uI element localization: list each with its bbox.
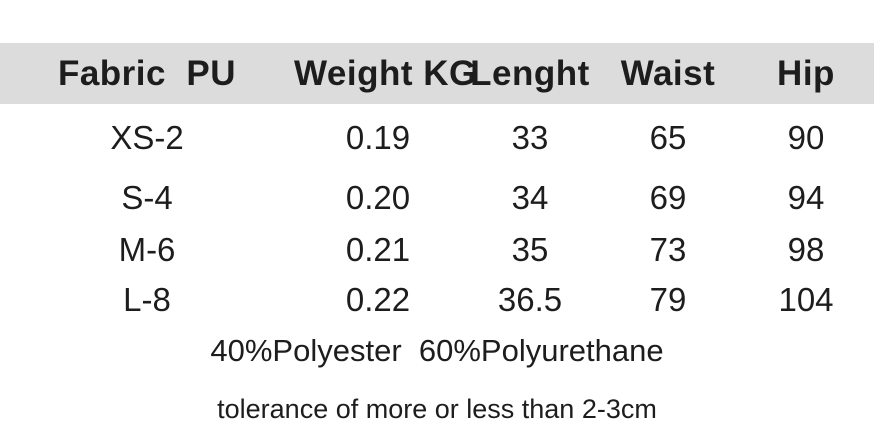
length-cell: 35 bbox=[511, 231, 549, 268]
hip-cell: 104 bbox=[778, 281, 834, 318]
weight-cell: 0.22 bbox=[345, 281, 411, 318]
fabric-composition-note: 40%Polyester 60%Polyurethane bbox=[210, 333, 664, 368]
size-cell: S-4 bbox=[121, 179, 173, 216]
length-cell: 33 bbox=[511, 119, 549, 156]
header-cell-hip: Hip bbox=[777, 53, 835, 93]
size-table: Fabric PU Weight KG Lenght Waist Hip XS-… bbox=[0, 43, 874, 324]
header-cell-length: Lenght bbox=[470, 53, 590, 93]
waist-cell: 65 bbox=[649, 119, 687, 156]
header-cell-waist: Waist bbox=[620, 53, 716, 93]
tolerance-note: tolerance of more or less than 2-3cm bbox=[217, 393, 657, 424]
table-row-m: M-6 0.21 35 73 98 bbox=[0, 224, 874, 276]
weight-cell: 0.19 bbox=[345, 119, 411, 156]
table-row-s: S-4 0.20 34 69 94 bbox=[0, 172, 874, 224]
size-cell: M-6 bbox=[118, 231, 176, 268]
size-table-header-row: Fabric PU Weight KG Lenght Waist Hip bbox=[0, 43, 874, 104]
header-cell-weight-kg: Weight KG bbox=[294, 53, 477, 93]
hip-cell: 98 bbox=[787, 231, 825, 268]
table-row-xs: XS-2 0.19 33 65 90 bbox=[0, 104, 874, 172]
header-cell-fabric-pu: Fabric PU bbox=[57, 53, 237, 93]
weight-cell: 0.21 bbox=[345, 231, 411, 268]
waist-cell: 69 bbox=[649, 179, 687, 216]
size-cell: XS-2 bbox=[110, 119, 184, 156]
length-cell: 36.5 bbox=[497, 281, 563, 318]
hip-cell: 90 bbox=[787, 119, 825, 156]
table-row-l: L-8 0.22 36.5 79 104 bbox=[0, 276, 874, 324]
waist-cell: 73 bbox=[649, 231, 687, 268]
size-cell: L-8 bbox=[123, 281, 171, 318]
length-cell: 34 bbox=[511, 179, 549, 216]
weight-cell: 0.20 bbox=[345, 179, 411, 216]
hip-cell: 94 bbox=[787, 179, 825, 216]
waist-cell: 79 bbox=[649, 281, 687, 318]
